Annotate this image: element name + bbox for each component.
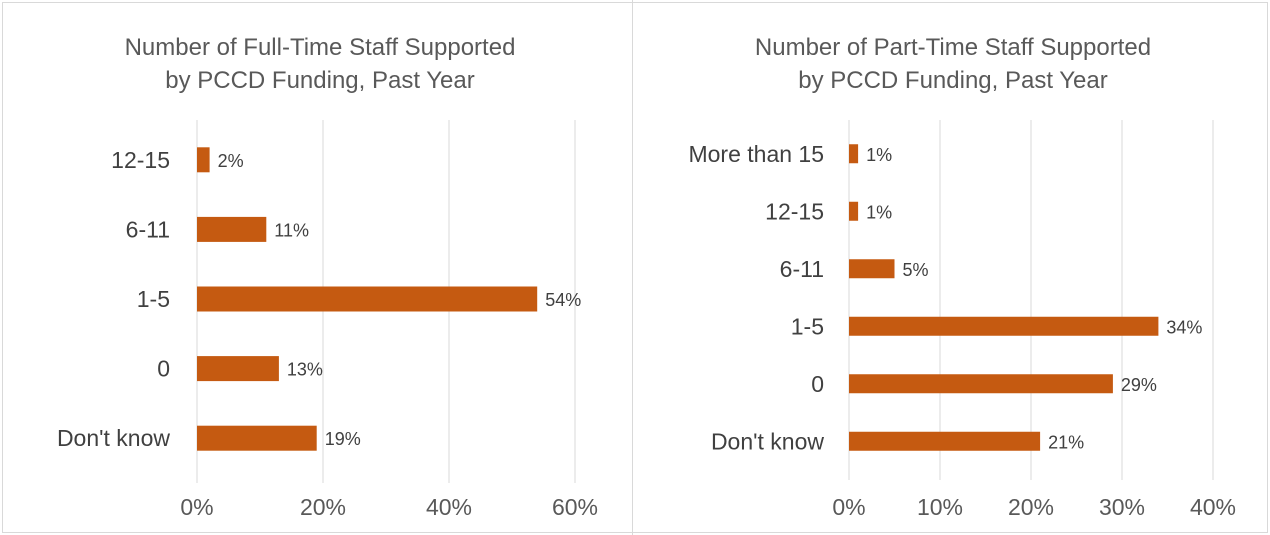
category-label: Don't know [57,425,170,451]
data-label: 5% [903,260,929,280]
bar [197,356,279,382]
category-label: 0 [811,371,824,397]
part-time-staff-chart: Number of Part-Time Staff Supported by PC… [688,34,1236,520]
data-label: 21% [1048,432,1084,452]
bar [849,201,859,221]
data-label: 1% [866,145,892,165]
data-label: 19% [325,429,361,449]
bar [849,431,1041,451]
category-label: More than 15 [688,141,824,167]
bar [197,286,538,312]
category-label: 6-11 [780,256,824,282]
x-tick-label: 10% [917,494,963,520]
bar [849,374,1113,394]
category-label: Don't know [711,428,824,454]
chart-panel-part-time: Number of Part-Time Staff Supported by PC… [633,0,1270,535]
data-label: 13% [287,360,323,380]
x-tick-label: 40% [1190,494,1236,520]
data-label: 2% [218,151,244,171]
category-label: 12-15 [111,147,170,173]
bar [197,425,317,451]
bar [849,144,859,164]
category-label: 12-15 [765,198,824,224]
bar [849,316,1159,336]
full-time-staff-chart: Number of Full-Time Staff Supported by PC… [57,34,598,520]
bar [197,216,267,242]
data-label: 54% [545,290,581,310]
bar [849,259,895,279]
chart-title-line: Number of Full-Time Staff Supported [125,34,516,61]
x-tick-label: 0% [180,494,213,520]
x-tick-label: 0% [832,494,865,520]
data-label: 29% [1121,375,1157,395]
panel-divider [632,0,633,535]
x-tick-label: 20% [1008,494,1054,520]
x-tick-label: 30% [1099,494,1145,520]
chart-title-line: by PCCD Funding, Past Year [798,67,1108,94]
chart-title-line: Number of Part-Time Staff Supported [755,34,1151,61]
data-label: 1% [866,202,892,222]
data-label: 34% [1166,317,1202,337]
chart-title-line: by PCCD Funding, Past Year [165,67,475,94]
x-tick-label: 20% [300,494,346,520]
category-label: 0 [157,356,170,382]
x-tick-label: 60% [552,494,598,520]
category-label: 6-11 [126,216,170,242]
bar [197,147,210,173]
data-label: 11% [274,220,309,240]
category-label: 1-5 [137,286,170,312]
chart-panel-full-time: Number of Full-Time Staff Supported by PC… [0,0,633,535]
x-tick-label: 40% [426,494,472,520]
category-label: 1-5 [791,313,824,339]
